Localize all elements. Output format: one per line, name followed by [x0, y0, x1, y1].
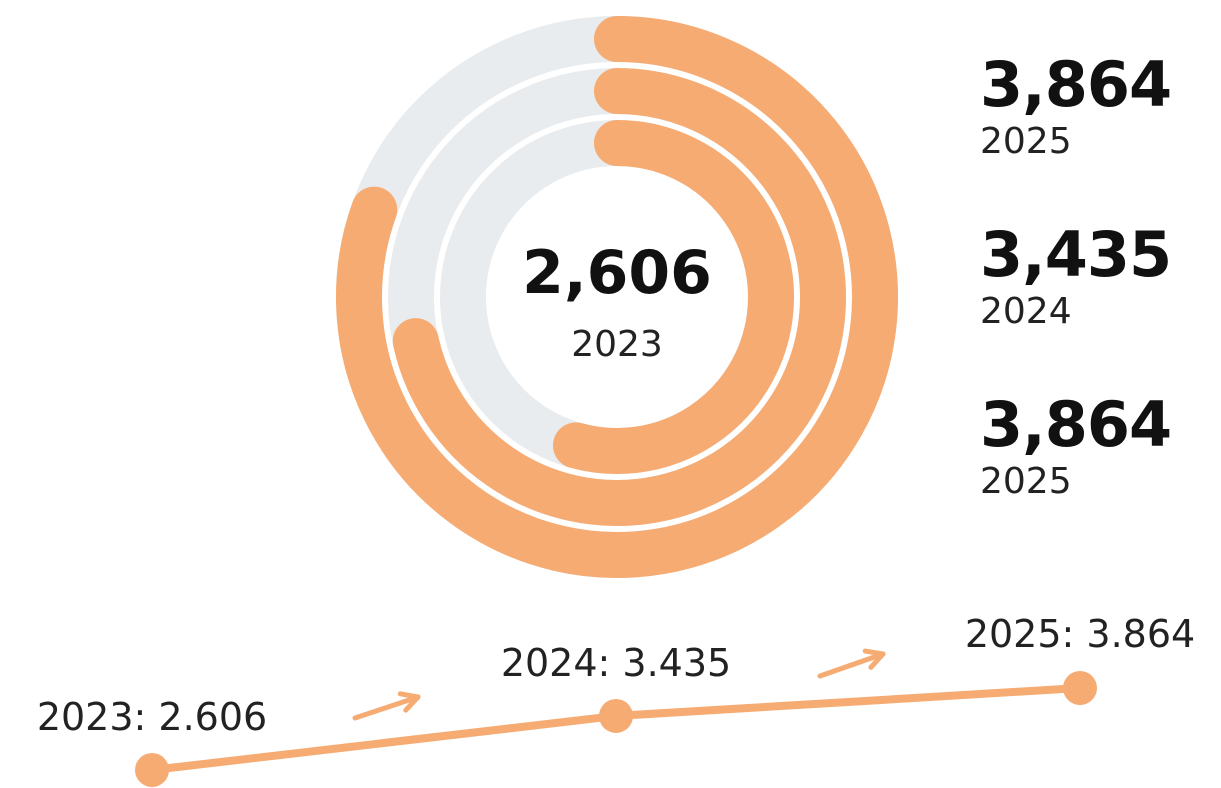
- ring-arc-2024: [392, 68, 846, 526]
- arrow-icon: [817, 648, 886, 679]
- legend-item: 3,864 2025: [980, 50, 1210, 220]
- trend-points: [135, 671, 1097, 787]
- point-label-2024: 2024: 3.435: [501, 641, 731, 685]
- point-label-2025: 2025: 3.864: [965, 612, 1195, 656]
- point-label-2023: 2023: 2.606: [37, 695, 267, 739]
- trend-point-2023: [135, 753, 169, 787]
- legend-year: 2024: [980, 291, 1072, 332]
- arrow-icon: [352, 691, 421, 721]
- legend-item: 3,435 2024: [980, 220, 1210, 390]
- legend-year: 2025: [980, 121, 1072, 162]
- trend-segment: [612, 684, 1084, 720]
- legend-value: 3,864: [980, 388, 1172, 461]
- legend-year: 2025: [980, 461, 1072, 502]
- trend-line-chart: 2023: 2.606 2024: 3.435 2025: 3.864: [37, 612, 1195, 787]
- center-value: 2,606: [522, 238, 712, 308]
- ring-arc-2025: [336, 16, 898, 578]
- trend-segments: [148, 684, 1084, 774]
- legend-value: 3,435: [980, 218, 1172, 291]
- trend-arrows: [352, 648, 886, 721]
- legend-item: 3,864 2025: [980, 390, 1210, 560]
- legend-value: 3,864: [980, 48, 1172, 121]
- trend-point-2025: [1063, 671, 1097, 705]
- trend-point-2024: [599, 698, 633, 733]
- trend-segment: [148, 711, 620, 774]
- ring-arc-2023: [552, 120, 794, 474]
- center-label: 2023: [571, 324, 663, 365]
- radial-rings: [336, 16, 898, 578]
- legend: 3,864 2025 3,435 2024 3,864 2025: [980, 50, 1210, 560]
